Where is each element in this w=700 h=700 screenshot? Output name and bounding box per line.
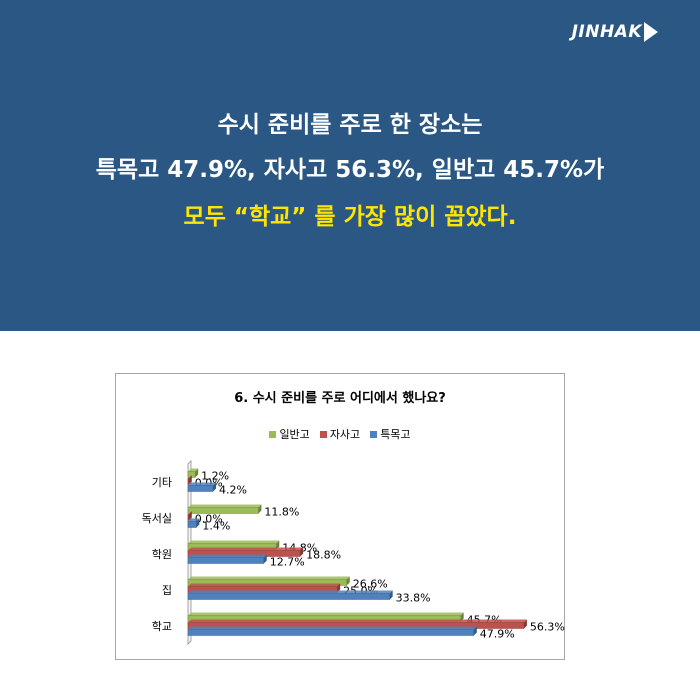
bar-top-face: [188, 613, 464, 616]
bar-top-face: [188, 627, 477, 630]
bar: [188, 479, 189, 485]
logo-arrow-icon: [644, 22, 658, 42]
category-label: 독서실: [142, 512, 172, 525]
category-label: 집: [162, 584, 172, 597]
bar-top-face: [188, 591, 393, 594]
bar: [188, 522, 196, 528]
logo-text: JINHAK: [572, 22, 642, 42]
bar-top-face: [188, 483, 216, 486]
headline-line-3: 모두 “학교” 를 가장 많이 꼽았다.: [0, 197, 700, 231]
bar-top-face: [188, 505, 261, 508]
bar: [188, 515, 189, 521]
bar: [188, 594, 390, 600]
bar: [188, 558, 264, 564]
bar-top-face: [188, 555, 267, 558]
bar: [188, 486, 213, 492]
data-label: 12.7%: [270, 556, 305, 569]
headline-line-2: 특목고 47.9%, 자사고 56.3%, 일반고 45.7%가: [0, 150, 700, 184]
bar-top-face: [188, 548, 303, 551]
data-label: 4.2%: [219, 484, 247, 497]
data-label: 47.9%: [480, 628, 515, 641]
data-label: 56.3%: [530, 621, 565, 634]
bar-top-face: [188, 584, 340, 587]
bar-top-face: [188, 541, 279, 544]
headline-line-1: 수시 준비를 주로 한 장소는: [0, 105, 700, 139]
bar-chart-plot: 기타1.2%0.0%4.2%독서실11.8%0.0%1.4%학원14.8%18.…: [116, 374, 566, 661]
header-banner: JINHAK 수시 준비를 주로 한 장소는 특목고 47.9%, 자사고 56…: [0, 0, 700, 331]
jinhak-logo: JINHAK: [572, 22, 658, 42]
chart-container: 6. 수시 준비를 주로 어디에서 했나요? 일반고 자사고 특목고 기타 1.2…: [115, 373, 565, 660]
data-label: 11.8%: [264, 506, 299, 519]
bar-top-face: [188, 620, 527, 623]
bar: [188, 630, 474, 636]
category-label: 기타: [152, 476, 172, 489]
data-label: 33.8%: [396, 592, 431, 605]
category-label: 학원: [152, 548, 172, 561]
category-label: 학교: [152, 620, 172, 633]
data-label: 18.8%: [306, 549, 341, 562]
bar-top-face: [188, 577, 350, 580]
data-label: 1.4%: [202, 520, 230, 533]
